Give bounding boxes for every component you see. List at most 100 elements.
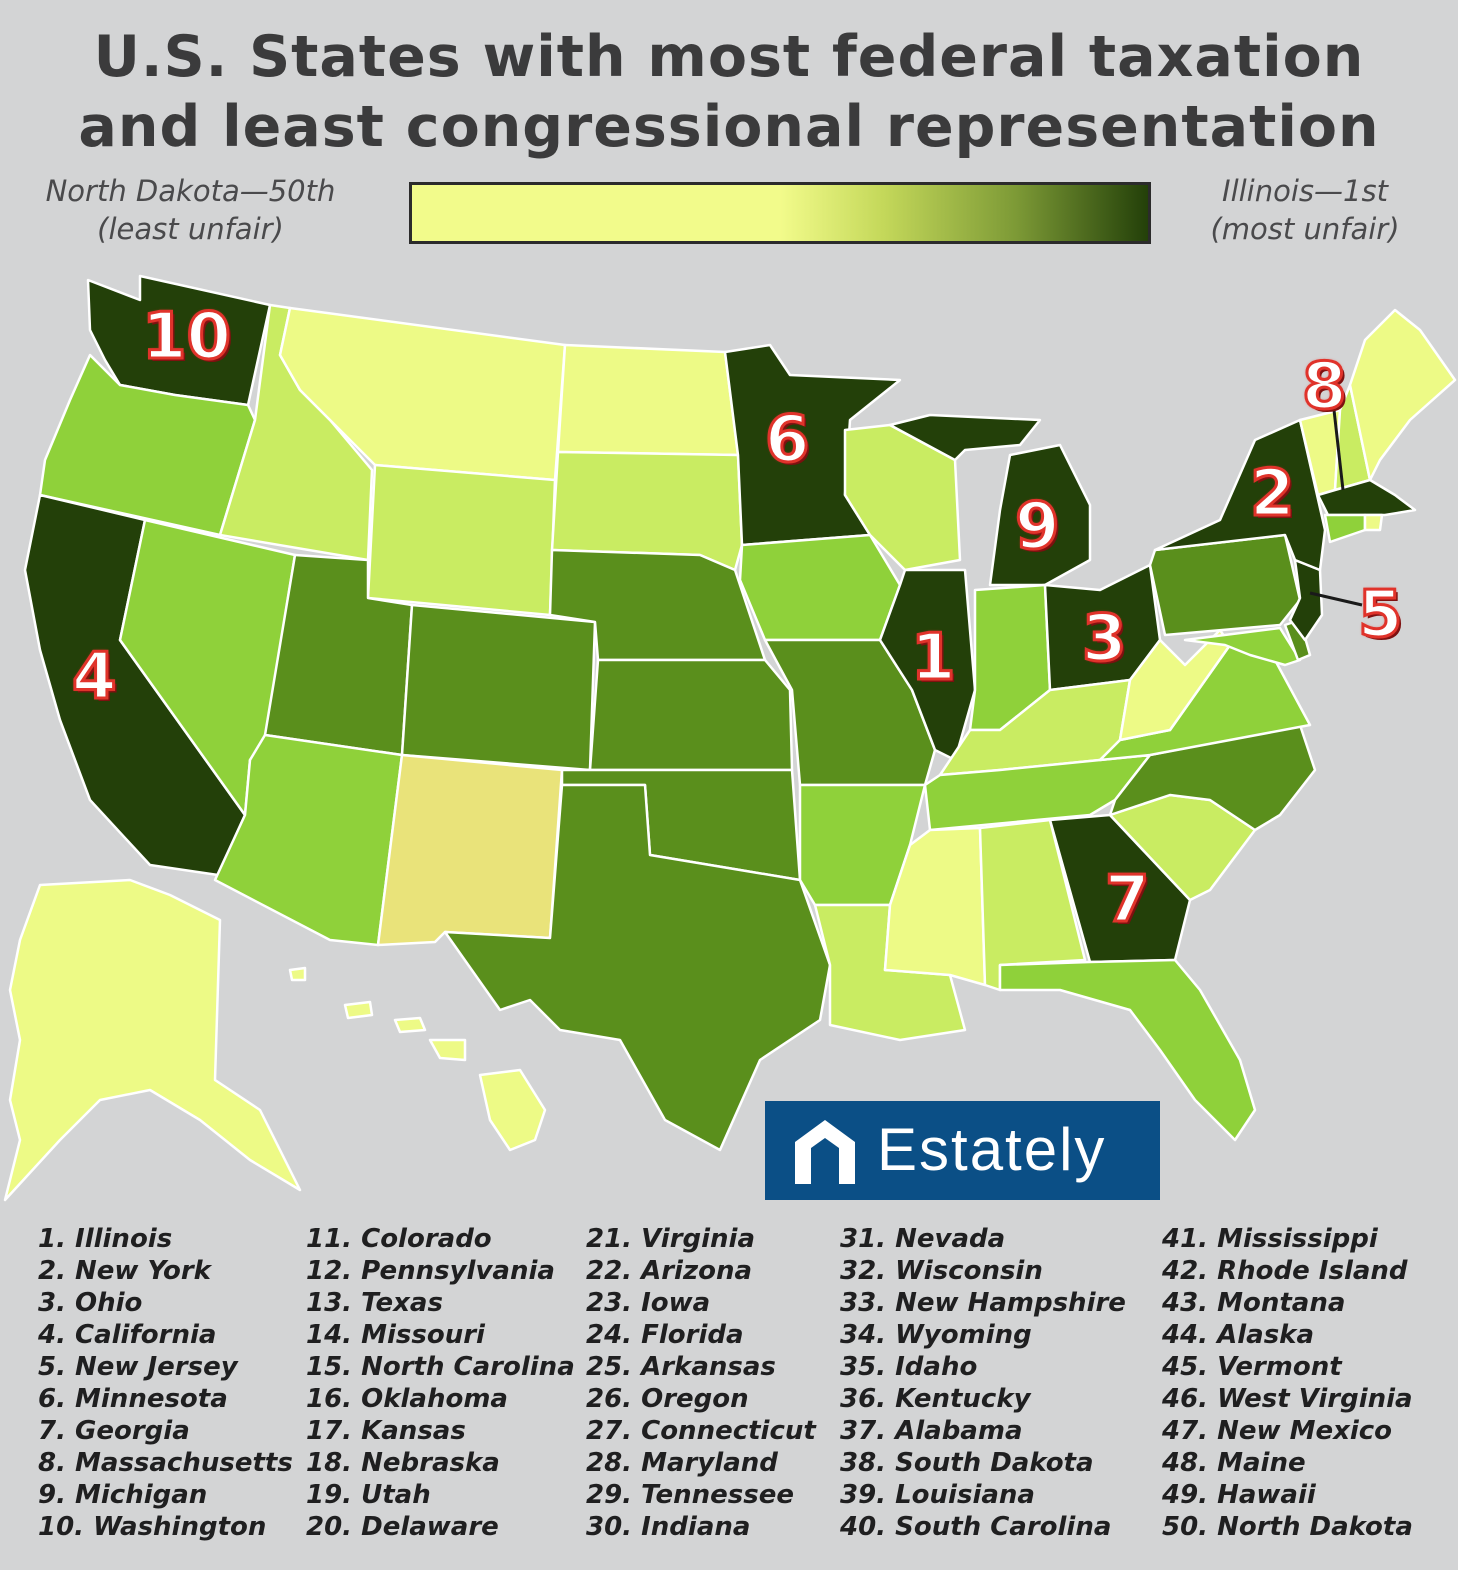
ranking-item: 38. South Dakota xyxy=(840,1448,1094,1478)
ranking-item: 30. Indiana xyxy=(586,1512,751,1542)
ranking-item: 45. Vermont xyxy=(1162,1352,1342,1382)
state-new-york xyxy=(1153,418,1327,572)
massachusetts-leader-line xyxy=(1332,409,1345,491)
ranking-item: 46. West Virginia xyxy=(1162,1384,1413,1414)
state-michigan-upper xyxy=(888,413,1042,462)
ranking-item: 8. Massachusetts xyxy=(38,1448,293,1478)
rankings-column-4: 31. Nevada 32. Wisconsin 33. New Hampshire… xyxy=(840,1223,1126,1543)
logo-wordmark: Estately xyxy=(877,1116,1107,1183)
rankings-column-2: 11. Colorado 12. Pennsylvania 13. Texas 14.… xyxy=(306,1223,575,1543)
rank-label-michigan: 9 xyxy=(1014,490,1062,564)
ranking-item: 16. Oklahoma xyxy=(306,1384,508,1414)
ranking-item: 4. California xyxy=(38,1320,217,1350)
ranking-item: 20. Delaware xyxy=(306,1512,499,1542)
state-north-dakota xyxy=(556,343,740,457)
ranking-item: 24. Florida xyxy=(586,1320,744,1350)
ranking-item: 32. Wisconsin xyxy=(840,1256,1043,1286)
ranking-item: 50. North Dakota xyxy=(1162,1512,1413,1542)
state-illinois xyxy=(878,568,977,762)
ranking-item: 26. Oregon xyxy=(586,1384,749,1414)
ranking-item: 43. Montana xyxy=(1162,1288,1346,1318)
state-kansas xyxy=(588,658,794,772)
us-choropleth-map xyxy=(3,274,1457,1202)
ranking-item: 40. South Carolina xyxy=(840,1512,1112,1542)
title-line-2: and least congressional representation xyxy=(78,94,1380,160)
ranking-item: 48. Maine xyxy=(1162,1448,1306,1478)
rank-label-ohio: 3 xyxy=(1081,602,1129,676)
rankings-column-1: 1. Illinois 2. New York 3. Ohio 4. Californ… xyxy=(38,1223,293,1543)
state-west-virginia xyxy=(1118,628,1232,742)
state-rhode-island xyxy=(1363,513,1384,532)
ranking-item: 47. New Mexico xyxy=(1162,1416,1393,1446)
rank-label-minnesota: 6 xyxy=(764,403,812,477)
ranking-item: 31. Nevada xyxy=(840,1224,1006,1254)
legend-low-label: North Dakota—50th (least unfair) xyxy=(18,172,363,248)
new-jersey-leader-line xyxy=(1309,591,1363,607)
ranking-item: 49. Hawaii xyxy=(1162,1480,1316,1510)
state-alaska xyxy=(3,878,302,1202)
ranking-item: 5. New Jersey xyxy=(38,1352,238,1382)
ranking-item: 41. Mississippi xyxy=(1162,1224,1378,1254)
ranking-item: 42. Rhode Island xyxy=(1162,1256,1408,1286)
state-texas xyxy=(443,783,832,1152)
legend-color-bar xyxy=(409,182,1151,244)
ranking-item: 28. Maryland xyxy=(586,1448,778,1478)
ranking-item: 6. Minnesota xyxy=(38,1384,228,1414)
ranking-item: 9. Michigan xyxy=(38,1480,208,1510)
ranking-item: 10. Washington xyxy=(38,1512,267,1542)
ranking-item: 7. Georgia xyxy=(38,1416,190,1446)
ranking-item: 29. Tennessee xyxy=(586,1480,794,1510)
rank-label-new-jersey: 5 xyxy=(1357,578,1405,652)
ranking-item: 3. Ohio xyxy=(38,1288,143,1318)
rank-label-massachusetts: 8 xyxy=(1301,350,1349,424)
state-pennsylvania xyxy=(1148,533,1302,637)
rank-label-new-york: 2 xyxy=(1249,457,1297,531)
legend-low-note: (least unfair) xyxy=(97,212,284,246)
state-iowa xyxy=(738,533,902,642)
rank-label-washington: 10 xyxy=(140,300,232,374)
ranking-item: 21. Virginia xyxy=(586,1224,755,1254)
ranking-item: 19. Utah xyxy=(306,1480,431,1510)
estately-logo: Estately xyxy=(765,1101,1160,1200)
rankings-column-5: 41. Mississippi 42. Rhode Island 43. Monta… xyxy=(1162,1223,1413,1543)
state-colorado xyxy=(400,603,597,772)
state-michigan-lower xyxy=(988,443,1092,587)
legend-high-note: (most unfair) xyxy=(1210,212,1400,246)
ranking-item: 12. Pennsylvania xyxy=(306,1256,555,1286)
state-florida xyxy=(998,958,1257,1142)
rank-label-illinois: 1 xyxy=(910,621,958,695)
ranking-item: 11. Colorado xyxy=(306,1224,492,1254)
state-maryland xyxy=(1183,626,1302,667)
ranking-item: 2. New York xyxy=(38,1256,211,1286)
rank-label-california: 4 xyxy=(71,640,119,714)
ranking-item: 15. North Carolina xyxy=(306,1352,575,1382)
ranking-item: 17. Kansas xyxy=(306,1416,466,1446)
ranking-item: 23. Iowa xyxy=(586,1288,711,1318)
map-title: U.S. States with most federal taxation a… xyxy=(0,22,1458,162)
state-new-mexico xyxy=(376,753,564,947)
ranking-item: 14. Missouri xyxy=(306,1320,485,1350)
ranking-item: 13. Texas xyxy=(306,1288,443,1318)
ranking-item: 33. New Hampshire xyxy=(840,1288,1126,1318)
ranking-item: 22. Arizona xyxy=(586,1256,753,1286)
ranking-item: 39. Louisiana xyxy=(840,1480,1035,1510)
legend-low-state: North Dakota—50th xyxy=(45,174,336,208)
legend-high-state: Illinois—1st xyxy=(1222,174,1388,208)
house-icon xyxy=(795,1120,855,1184)
ranking-item: 25. Arkansas xyxy=(586,1352,776,1382)
ranking-item: 35. Idaho xyxy=(840,1352,978,1382)
rankings-column-3: 21. Virginia 22. Arizona 23. Iowa 24. Flori… xyxy=(586,1223,816,1543)
ranking-item: 36. Kentucky xyxy=(840,1384,1031,1414)
state-maine xyxy=(1348,308,1457,482)
state-wyoming xyxy=(366,463,557,617)
title-line-1: U.S. States with most federal taxation xyxy=(93,24,1365,90)
state-connecticut xyxy=(1323,513,1367,544)
state-hawaii xyxy=(288,966,547,1152)
rank-label-georgia: 7 xyxy=(1104,863,1152,937)
ranking-item: 1. Illinois xyxy=(38,1224,173,1254)
ranking-item: 44. Alaska xyxy=(1162,1320,1315,1350)
legend-high-label: Illinois—1st (most unfair) xyxy=(1180,172,1430,248)
ranking-item: 37. Alabama xyxy=(840,1416,1023,1446)
state-georgia xyxy=(1048,813,1192,964)
ranking-item: 27. Connecticut xyxy=(586,1416,816,1446)
